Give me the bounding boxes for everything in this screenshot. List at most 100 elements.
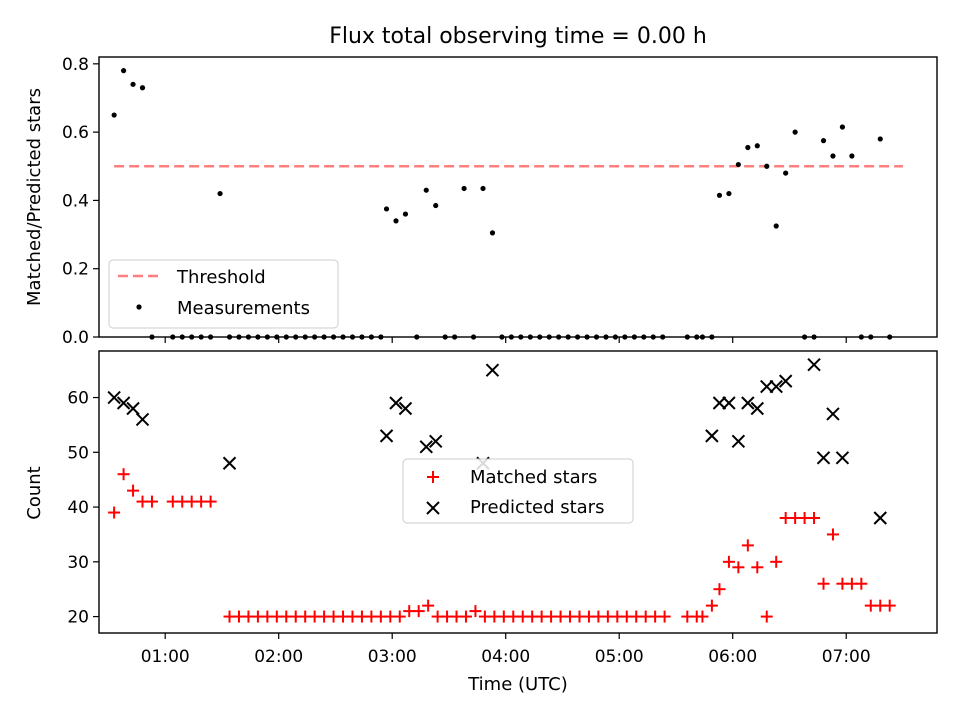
predicted-star-point xyxy=(126,401,140,416)
top-plot-frame xyxy=(98,56,938,338)
chart-title: Flux total observing time = 0.00 h xyxy=(329,24,707,49)
measurement-point xyxy=(839,124,846,130)
matched-star-point xyxy=(204,495,217,508)
matched-star-point xyxy=(855,577,868,590)
measurement-point xyxy=(754,143,760,149)
matched-star-point xyxy=(127,484,140,497)
measurement-point xyxy=(773,223,779,229)
predicted-star-point xyxy=(750,401,765,416)
matched-star-point xyxy=(760,610,773,623)
predicted-star-point xyxy=(760,379,774,394)
measurement-point xyxy=(489,230,496,236)
matched-star-point xyxy=(808,512,821,525)
bottom-ytick-label: 30 xyxy=(67,553,89,573)
predicted-star-point xyxy=(722,396,736,410)
predicted-legend-swatch xyxy=(426,501,440,515)
matched-legend-swatch xyxy=(427,471,439,483)
predicted-star-point xyxy=(816,451,831,465)
measurement-point xyxy=(820,138,827,144)
xtick-label: 07:00 xyxy=(822,647,871,667)
matched-star-point xyxy=(741,539,754,552)
x-axis-label: Time (UTC) xyxy=(467,674,568,695)
matched-star-point xyxy=(422,599,435,612)
top-ytick-label: 0.0 xyxy=(62,328,89,348)
bottom-y-axis-label: Count xyxy=(24,466,45,519)
measurement-point xyxy=(433,202,439,209)
predicted-star-point xyxy=(769,379,783,394)
top-ytick-label: 0.8 xyxy=(62,55,89,75)
measurement-point xyxy=(111,112,117,118)
predicted-star-point xyxy=(222,456,237,470)
matched-star-point xyxy=(117,468,130,481)
predicted-star-point xyxy=(807,357,821,372)
predicted-star-point xyxy=(107,390,121,405)
measurement-point xyxy=(745,144,751,151)
matched-star-point xyxy=(817,577,830,590)
xtick-label: 03:00 xyxy=(368,647,417,667)
measurement-point xyxy=(139,85,146,91)
predicted-star-point xyxy=(731,434,746,449)
measurement-point xyxy=(877,136,883,142)
measurement-point xyxy=(461,185,467,192)
predicted-star-point xyxy=(835,451,850,465)
measurement-point xyxy=(792,129,798,135)
measurement-point xyxy=(120,68,127,74)
measurement-point xyxy=(830,153,836,159)
bottom-plot-frame xyxy=(98,350,938,634)
xtick-label: 05:00 xyxy=(595,647,644,667)
top-ytick-label: 0.6 xyxy=(62,123,89,143)
matched-legend-label: Matched stars xyxy=(470,467,597,488)
top-y-axis-label: Matched/Predicted stars xyxy=(24,88,45,306)
bottom-legend: Matched stars Predicted stars xyxy=(402,458,634,524)
measurement-point xyxy=(423,187,429,193)
top-legend-box xyxy=(108,259,339,329)
predicted-star-point xyxy=(705,429,719,443)
bottom-ytick-label: 40 xyxy=(67,498,89,518)
measurement-point xyxy=(130,81,136,87)
predicted-star-point xyxy=(712,396,727,410)
top-ytick-label: 0.4 xyxy=(62,191,89,211)
predicted-star-point xyxy=(389,396,403,410)
predicted-star-point xyxy=(429,434,443,449)
matched-star-point xyxy=(751,561,764,574)
measurement-point xyxy=(217,190,223,197)
top-panel: 0.00.20.40.60.8 Matched/Predicted stars … xyxy=(24,55,938,348)
measurement-point xyxy=(402,211,409,217)
measurement-point xyxy=(849,153,855,159)
predicted-star-point xyxy=(873,511,887,525)
bottom-ytick-label: 20 xyxy=(67,608,89,628)
predicted-star-point xyxy=(398,401,413,416)
threshold-legend-label: Threshold xyxy=(176,267,266,288)
matched-star-point xyxy=(412,605,425,618)
xtick-label: 02:00 xyxy=(254,647,303,667)
measurement-point xyxy=(735,161,741,168)
matched-star-point xyxy=(883,599,896,612)
matched-star-point xyxy=(658,610,671,623)
predicted-star-point xyxy=(826,407,840,421)
xtick-label: 01:00 xyxy=(141,647,190,667)
predicted-legend-label: Predicted stars xyxy=(470,497,604,518)
matched-star-point xyxy=(145,495,158,508)
matched-star-point xyxy=(722,555,735,568)
matched-star-point xyxy=(713,583,726,596)
matched-star-point xyxy=(459,610,472,623)
matched-star-point xyxy=(393,610,406,623)
bottom-ytick-label: 60 xyxy=(67,389,89,409)
measurements-legend-label: Measurements xyxy=(177,298,310,319)
predicted-star-point xyxy=(116,396,131,410)
predicted-star-point xyxy=(379,429,394,443)
xtick-label: 06:00 xyxy=(708,647,757,667)
matched-star-point xyxy=(770,555,783,568)
bottom-legend-box xyxy=(402,458,634,524)
measurement-point xyxy=(716,192,723,198)
matched-star-point xyxy=(469,605,482,618)
measurement-point xyxy=(383,206,390,212)
matched-star-point xyxy=(108,506,121,519)
measurement-point xyxy=(726,190,732,197)
measurement-point xyxy=(480,185,486,192)
matched-star-point xyxy=(696,610,709,623)
xtick-label: 04:00 xyxy=(481,647,530,667)
predicted-star-point xyxy=(741,396,755,410)
top-legend: Threshold Measurements xyxy=(108,259,339,329)
